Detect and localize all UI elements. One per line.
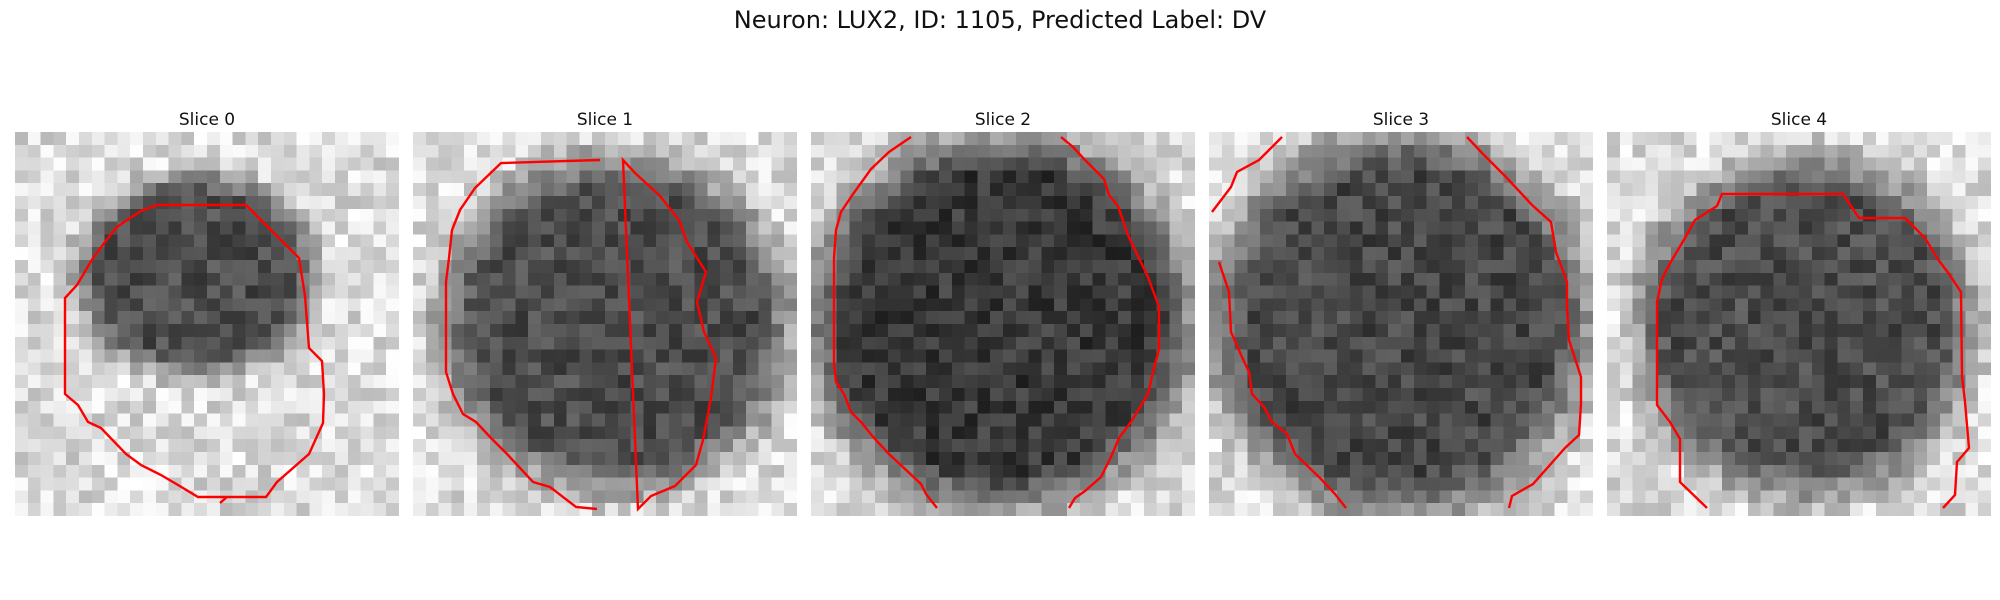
slice-image <box>811 132 1195 516</box>
slice-panel-2: Slice 2 <box>811 108 1195 516</box>
slice-title: Slice 3 <box>1372 110 1430 130</box>
slice-title: Slice 4 <box>1770 110 1828 130</box>
slice-panel-0: Slice 0 <box>15 108 399 516</box>
slice-panel-4: Slice 4 <box>1607 108 1991 516</box>
figure-title: Neuron: LUX2, ID: 1105, Predicted Label:… <box>733 6 1267 34</box>
slice-image <box>15 132 399 516</box>
slice-title: Slice 1 <box>576 110 634 130</box>
slice-image <box>1607 132 1991 516</box>
slice-image <box>1209 132 1593 516</box>
slice-image <box>413 132 797 516</box>
slice-title: Slice 2 <box>974 110 1032 130</box>
slice-title: Slice 0 <box>178 110 236 130</box>
slice-panel-1: Slice 1 <box>413 108 797 516</box>
slice-panel-3: Slice 3 <box>1209 108 1593 516</box>
